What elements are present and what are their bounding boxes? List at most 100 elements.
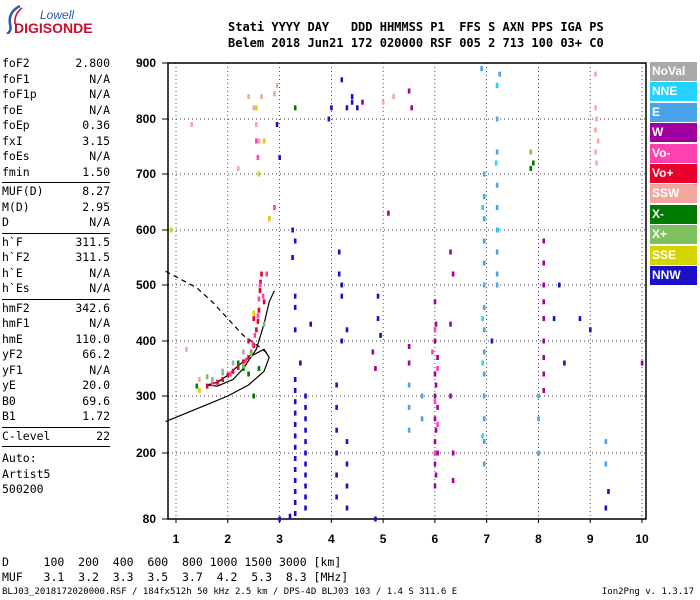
echo-point-vo- (273, 205, 276, 211)
echo-point-nnw (291, 255, 294, 260)
echo-point-x- (293, 105, 297, 111)
echo-point-e (407, 404, 411, 410)
legend-item-w: W (650, 123, 697, 143)
echo-point-nnw (293, 444, 297, 450)
echo-point-noval (242, 349, 245, 355)
echo-point-vo- (262, 299, 266, 305)
param-name: D (2, 215, 9, 229)
echo-point-e (482, 461, 486, 467)
param-value: N/A (89, 87, 110, 101)
x-tick-label: 1 (173, 532, 180, 546)
param-name: h`Es (2, 281, 30, 295)
echo-point-nnw (563, 360, 566, 366)
echo-point-nnw (345, 105, 349, 111)
echo-point-x- (247, 371, 250, 377)
param-name: fmin (2, 164, 30, 179)
echo-point-nnw (293, 433, 297, 439)
echo-point-vo- (256, 155, 260, 160)
param-name: hmE (2, 331, 23, 346)
echo-point-sse (169, 227, 173, 233)
param-row-5: fxI 3.15 (2, 134, 110, 150)
footer-muf-row: MUF 3.1 3.2 3.3 3.5 3.7 4.2 5.3 8.3 [MHz… (2, 570, 349, 584)
legend-item-noval: NoVal (650, 62, 697, 81)
echo-point-nnw (299, 360, 302, 366)
echo-point-nnw (376, 293, 380, 299)
echo-point-vo- (236, 364, 240, 370)
echo-point-e (537, 416, 540, 422)
echo-point-nnw (337, 271, 341, 277)
echo-point-x- (532, 160, 535, 166)
echo-point-vo- (247, 355, 250, 360)
echo-point-ssw (255, 122, 258, 127)
param-row-14: h`Es N/A (2, 281, 110, 297)
echo-point-vo- (256, 313, 260, 319)
echo-point-w (542, 338, 546, 344)
echo-point-w (361, 99, 364, 105)
header-line-1: Stati YYYY DAY DDD HHMMSS P1 FFS S AXN P… (228, 20, 604, 34)
y-tick-label: 400 (136, 334, 156, 348)
param-name: foF2 (2, 56, 30, 70)
echo-point-e (482, 371, 486, 377)
echo-point-w (451, 478, 455, 483)
echo-point-w (371, 349, 375, 355)
param-name: yF2 (2, 347, 23, 361)
param-name: foEs (2, 149, 30, 163)
param-row-9: M(D) 2.95 (2, 200, 110, 216)
echo-point-nnw (379, 332, 382, 338)
echo-point-nnw (288, 513, 292, 519)
echo-point-nnw (304, 450, 307, 456)
param-row-11: h`F 311.5 (2, 235, 110, 251)
echo-point-x- (236, 360, 240, 366)
echo-point-vo- (436, 366, 439, 371)
echo-point-nnw (293, 456, 297, 461)
y-tick-label: 500 (136, 278, 156, 292)
param-name: h`F (2, 234, 23, 249)
echo-point-nnw (293, 500, 297, 505)
echo-point-w (434, 321, 438, 327)
echo-point-e (537, 450, 540, 456)
echo-point-w (542, 371, 546, 377)
echo-point-nnw (552, 316, 556, 322)
echo-point-sse (198, 388, 201, 393)
echo-point-w (640, 360, 644, 366)
echo-point-vo- (433, 399, 437, 405)
echo-point-e (495, 149, 499, 155)
param-value: N/A (89, 316, 110, 330)
echo-point-nnw (304, 472, 307, 478)
param-row-22: B1 1.72 (2, 409, 110, 425)
echo-point-nnw (293, 511, 297, 516)
echo-point-x- (242, 366, 245, 371)
echo-point-nnw (278, 155, 281, 160)
echo-point-w (542, 355, 546, 360)
param-value: N/A (89, 102, 110, 117)
param-name: C-level (2, 428, 51, 443)
echo-point-e (482, 260, 486, 266)
param-value: N/A (89, 362, 110, 377)
echo-point-x- (252, 393, 256, 399)
param-value: 8.27 (82, 184, 110, 198)
echo-point-nnw (293, 304, 297, 310)
echo-point-vo- (249, 349, 253, 355)
echo-point-w (433, 461, 437, 467)
param-separator (2, 298, 110, 300)
echo-point-ssw (198, 377, 201, 382)
x-tick-label: 8 (535, 532, 542, 546)
param-name: yE (2, 378, 16, 392)
echo-point-e (537, 393, 540, 399)
auto-version: 500200 (2, 482, 44, 496)
legend-item-nne: NNE (650, 82, 697, 102)
param-row-7: fmin 1.50 (2, 165, 110, 181)
echo-point-nnw (604, 505, 608, 511)
echo-point-vo- (259, 279, 262, 285)
echo-point-e (495, 282, 499, 288)
echo-point-nnw (335, 494, 338, 500)
param-value: 0.36 (82, 118, 110, 132)
echo-point-x- (205, 374, 209, 380)
echo-point-nnw (304, 505, 307, 511)
echo-point-w (387, 210, 390, 216)
echo-point-nnw (335, 427, 338, 433)
echo-point-ssw (252, 105, 256, 111)
param-name: fxI (2, 133, 23, 148)
echo-point-nnw (304, 427, 307, 433)
param-separator (2, 232, 110, 234)
